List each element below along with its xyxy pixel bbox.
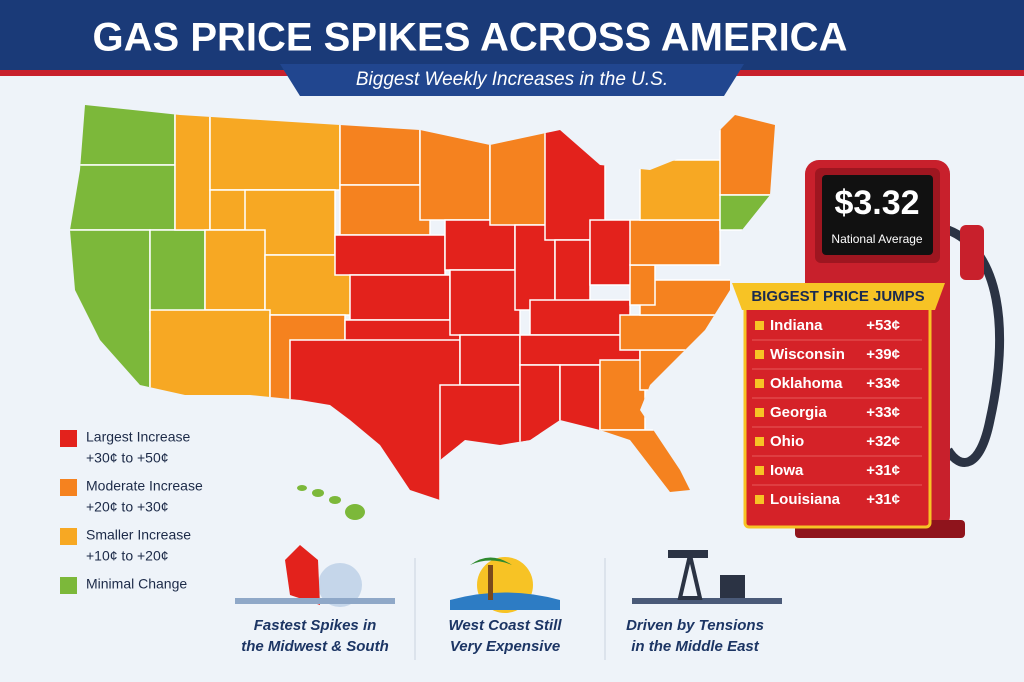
jumps-ribbon <box>732 283 945 310</box>
state-region <box>449 269 521 336</box>
pump-price: $3.32 <box>834 184 919 222</box>
title: GAS PRICE SPIKES ACROSS AMERICA <box>93 16 848 60</box>
note-line: Driven by Tensions <box>626 617 764 634</box>
state-region <box>444 219 516 271</box>
state-region <box>149 309 271 406</box>
state-name: Ohio <box>770 433 804 450</box>
legend-label: Moderate Increase <box>86 478 203 494</box>
state-region <box>639 159 726 221</box>
bullet <box>755 437 764 446</box>
note-line: the Midwest & South <box>241 638 389 655</box>
state-change: +33¢ <box>866 375 900 392</box>
header-band <box>0 0 1024 70</box>
state-change: +31¢ <box>866 491 900 508</box>
legend-range: +30¢ to +50¢ <box>86 450 169 466</box>
state-name: Oklahoma <box>770 375 843 392</box>
state-change: +53¢ <box>866 317 900 334</box>
legend-range: +20¢ to +30¢ <box>86 499 169 515</box>
state-name: Iowa <box>770 462 804 479</box>
state-region <box>334 234 446 276</box>
state-region <box>349 274 451 321</box>
notes: Fastest Spikes in the Midwest & South West… <box>241 617 764 655</box>
hawaii <box>297 485 365 520</box>
state-region <box>554 239 591 306</box>
state-change: +33¢ <box>866 404 900 421</box>
jumps-list: Indiana +53¢ Wisconsin +39¢ Oklahoma +33¢ Geor… <box>752 317 922 508</box>
state-name: Indiana <box>770 317 823 334</box>
state-region <box>459 334 521 386</box>
state-region <box>629 264 656 306</box>
state-change: +31¢ <box>866 462 900 479</box>
legend-range: +10¢ to +20¢ <box>86 548 169 564</box>
state-region <box>70 164 176 231</box>
note-icons <box>235 545 782 613</box>
state-name: Wisconsin <box>770 346 845 363</box>
jumps-title: BIGGEST PRICE JUMPS <box>751 288 924 305</box>
state-region <box>204 229 266 311</box>
note-line: Very Expensive <box>450 638 560 655</box>
bullet <box>755 495 764 504</box>
state-region <box>629 219 721 266</box>
legend-label: Minimal Change <box>86 576 187 592</box>
state-region <box>174 105 211 231</box>
state-region <box>599 359 646 431</box>
state-change: +32¢ <box>866 433 900 450</box>
bullet <box>755 321 764 330</box>
subtitle: Biggest Weekly Increases in the U.S. <box>356 69 668 90</box>
legend-swatch <box>60 430 77 447</box>
subtitle-ribbon <box>280 64 744 96</box>
bullet <box>755 379 764 388</box>
state-name: Louisiana <box>770 491 841 508</box>
bullet <box>755 408 764 417</box>
note-line: in the Middle East <box>631 638 760 655</box>
bullet <box>755 466 764 475</box>
legend: Largest Increase +30¢ to +50¢ Moderate Inc… <box>60 429 203 594</box>
pump-label: National Average <box>831 232 923 246</box>
state-region <box>529 299 631 336</box>
state-region <box>339 184 431 236</box>
note-line: Fastest Spikes in <box>254 617 377 634</box>
state-change: +39¢ <box>866 346 900 363</box>
legend-label: Largest Increase <box>86 429 190 445</box>
legend-swatch <box>60 528 77 545</box>
note-line: West Coast Still <box>448 617 562 634</box>
legend-label: Smaller Increase <box>86 527 191 543</box>
bullet <box>755 350 764 359</box>
legend-swatch <box>60 479 77 496</box>
state-name: Georgia <box>770 404 827 421</box>
legend-swatch <box>60 577 77 594</box>
